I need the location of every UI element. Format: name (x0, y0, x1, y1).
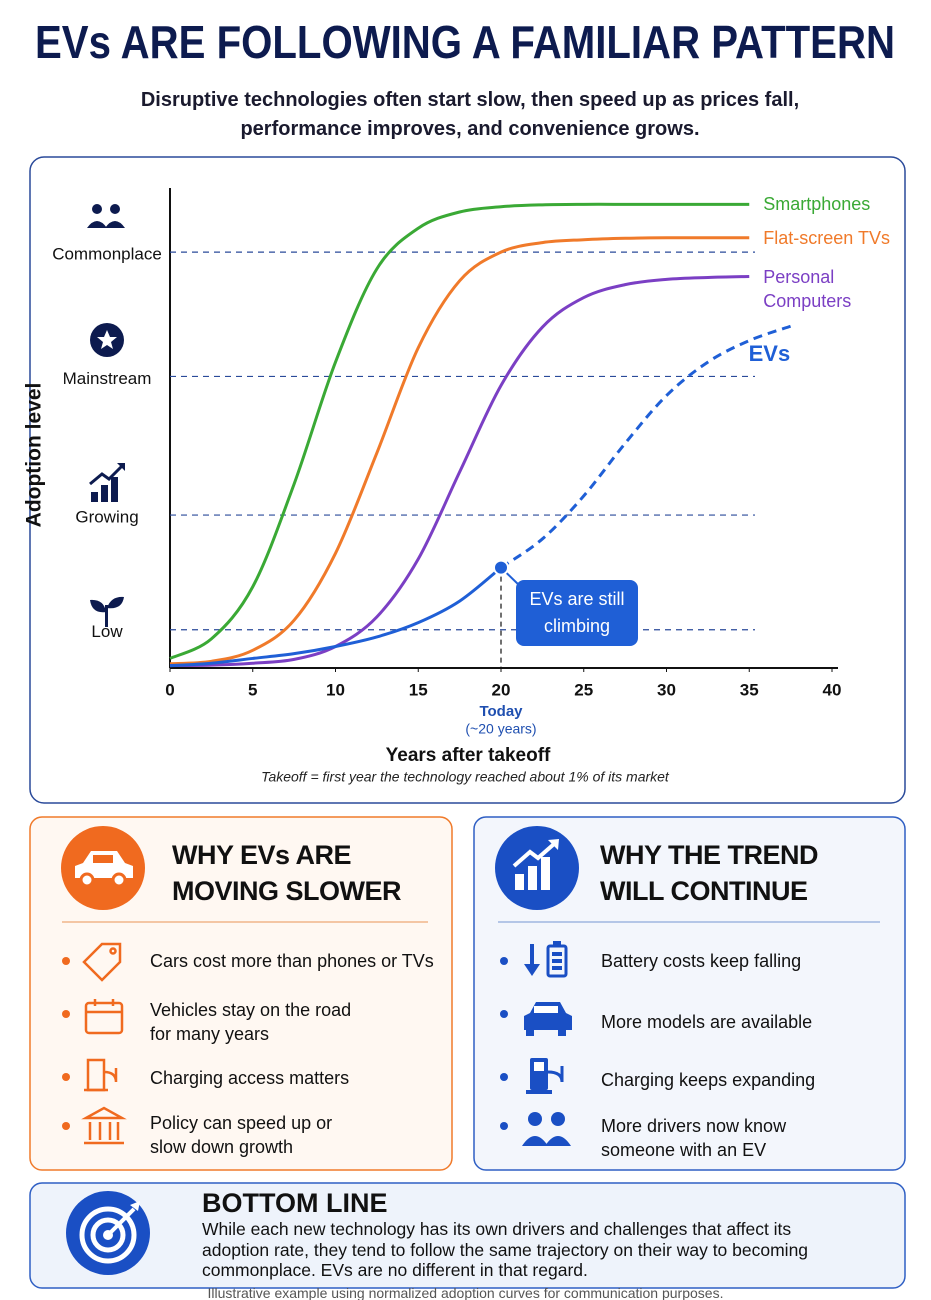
panel-title: WHY EVs ARE MOVING SLOWER (172, 840, 402, 906)
series-line (169, 566, 502, 668)
series-label: Smartphones (763, 194, 871, 215)
x-tick-label: 5 (248, 680, 257, 699)
bottom-line-title: BOTTOM LINE (202, 1188, 388, 1218)
icons-slower (81, 942, 127, 1145)
bottom-line-text: While each new technology has its own dr… (202, 1219, 809, 1280)
series-label: Flat-screen TVs (763, 227, 890, 248)
panel-item: Policy can speed up or slow down growth (150, 1113, 333, 1157)
bullets-slower (62, 957, 70, 1130)
series-line (169, 275, 750, 668)
panel-item: More models are available (601, 1012, 813, 1032)
panel-title: WHY THE TREND WILL CONTINUE (600, 840, 819, 906)
icon-target (66, 1191, 150, 1275)
footnote: Illustrative example using normalized ad… (207, 1285, 724, 1300)
y-tick-label: Mainstream (63, 369, 152, 388)
callout: EVs are still climbing (516, 580, 638, 646)
icon-low (90, 596, 124, 627)
y-tick-label: Low (91, 622, 123, 641)
panel-item: More drivers now know someone with an EV (601, 1116, 787, 1160)
panel-item: Charging access matters (150, 1068, 350, 1088)
today-label: Today (479, 703, 523, 720)
chart-frame (29, 156, 906, 804)
plot: Low Growing Mainstream Commonplace 0 5 10 15 20 2… (52, 202, 842, 737)
x-tick-label: 0 (165, 680, 174, 699)
x-tick-label: 20 (492, 680, 511, 699)
series-line (169, 236, 750, 666)
panel-slower (29, 816, 453, 1171)
icon-mainstream (90, 323, 124, 357)
x-tick-label: 40 (823, 680, 842, 699)
x-tick-label: 25 (574, 680, 593, 699)
icon-commonplace (87, 204, 125, 228)
today-sublabel: (~20 years) (465, 721, 536, 737)
panel-item: Cars cost more than phones or TVs (150, 951, 434, 971)
series-label: EVs (748, 341, 791, 367)
x-tick-label: 30 (657, 680, 676, 699)
chart-note: Takeoff = first year the technology reac… (261, 769, 670, 785)
page-title: EVs ARE FOLLOWING A FAMILIAR PATTERN (35, 16, 895, 68)
x-tick-label: 35 (740, 680, 759, 699)
panel-bottom-line (29, 1182, 906, 1289)
icon-trend (512, 839, 559, 890)
icon-car (75, 851, 133, 888)
subtitle: Disruptive technologies often start slow… (140, 89, 800, 140)
x-tick-label: 15 (409, 680, 428, 699)
panel-item: Vehicles stay on the road for many years (150, 1000, 352, 1044)
x-axis-label: Years after takeoff (386, 745, 551, 766)
y-axis-label: Adoption level (23, 383, 46, 528)
today-point (493, 559, 509, 576)
x-tick-label: 10 (326, 680, 345, 699)
panel-item: Battery costs keep falling (601, 951, 802, 971)
panel-item: Charging keeps expanding (601, 1070, 816, 1090)
series-label: Personal Computers (763, 266, 852, 311)
y-tick-label: Commonplace (52, 245, 162, 264)
series-line (169, 202, 750, 660)
panel-continue (473, 816, 906, 1171)
icons-continue (522, 941, 572, 1146)
y-tick-label: Growing (75, 508, 138, 527)
series-line (500, 324, 792, 569)
icon-growing (89, 463, 125, 502)
bullets-continue (500, 957, 508, 1130)
